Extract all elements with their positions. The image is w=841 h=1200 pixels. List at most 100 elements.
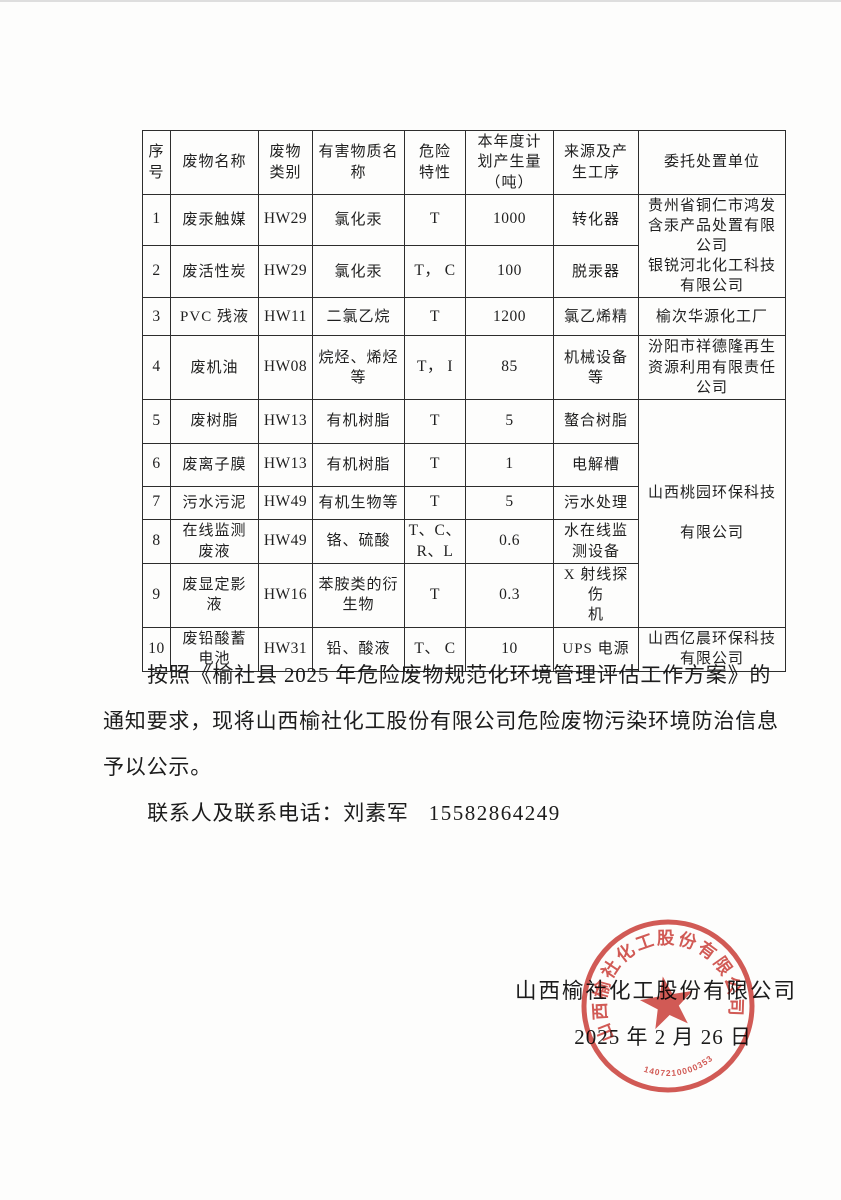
cell-hazard: T， I: [404, 335, 466, 400]
hazardous-waste-table: 序 号 废物名称 废物 类别 有害物质名 称 危险 特性 本年度计 划产生量 （…: [142, 130, 786, 672]
cell-waste-name: 废显定影 液: [170, 563, 259, 628]
header-waste-name: 废物名称: [170, 130, 259, 195]
contact-label: 联系人及联系电话：: [147, 801, 344, 825]
cell-source: 脱汞器: [553, 244, 639, 299]
cell-amount: 100: [465, 244, 554, 299]
cell-no: 1: [142, 194, 171, 246]
table-row: 9 废显定影 液 HW16 苯胺类的衍 生物 T 0.3 X 射线探伤 机: [142, 563, 786, 628]
cell-waste-name: 废离子膜: [170, 442, 259, 487]
notice-line-3: 予以公示。: [103, 755, 212, 779]
cell-waste-name: PVC 残液: [170, 297, 259, 337]
cell-source: 污水处理: [553, 485, 639, 520]
cell-category: HW29: [258, 194, 313, 246]
cell-source: 氯乙烯精: [553, 297, 639, 337]
contact-name: 刘素军: [343, 801, 409, 825]
table-row: 2 废活性炭 HW29 氯化汞 T， C 100 脱汞器: [142, 244, 786, 299]
cell-hazard: T: [404, 398, 466, 444]
table-row: 10 废铅酸蓄 电池 HW31 铅、酸液 T、 C 10 UPS 电源 山西亿晨…: [142, 626, 786, 672]
cell-amount: 85: [465, 335, 554, 400]
cell-no: 9: [142, 563, 171, 628]
cell-source: 机械设备 等: [553, 335, 639, 400]
seal-ring: [581, 919, 755, 1093]
cell-amount: 1: [465, 442, 554, 487]
cell-waste-name: 在线监测 废液: [170, 518, 259, 565]
cell-disposal: 山西亿晨环保科技 有限公司: [638, 626, 786, 672]
cell-substance: 铬、硫酸: [312, 518, 405, 565]
cell-hazard: T: [404, 485, 466, 520]
cell-waste-name: 废机油: [170, 335, 259, 400]
cell-source: 电解槽: [553, 442, 639, 487]
scan-edge-line: [0, 0, 841, 2]
cell-waste-name: 污水污泥: [170, 485, 259, 520]
cell-category: HW16: [258, 563, 313, 628]
cell-hazard: T、 C: [404, 626, 466, 672]
header-category: 废物 类别: [258, 130, 313, 195]
cell-source: X 射线探伤 机: [553, 563, 639, 628]
table-row: 6 废离子膜 HW13 有机树脂 T 1 电解槽: [142, 442, 786, 487]
cell-no: 4: [142, 335, 171, 400]
cell-no: 2: [142, 244, 171, 299]
table-row: 4 废机油 HW08 烷烃、烯烃 等 T， I 85 机械设备 等 汾阳市祥德隆…: [142, 335, 786, 400]
cell-substance: 有机树脂: [312, 398, 405, 444]
cell-substance: 氯化汞: [312, 244, 405, 299]
cell-hazard: T: [404, 563, 466, 628]
table-row: 7 污水污泥 HW49 有机生物等 T 5 污水处理: [142, 485, 786, 520]
cell-category: HW13: [258, 398, 313, 444]
cell-hazard: T: [404, 297, 466, 337]
cell-waste-name: 废汞触媒: [170, 194, 259, 246]
cell-hazard: T: [404, 442, 466, 487]
seal-number-text: 1407210000353: [641, 1052, 716, 1083]
header-no: 序 号: [142, 130, 171, 195]
cell-substance: 有机生物等: [312, 485, 405, 520]
cell-amount: 1200: [465, 297, 554, 337]
cell-category: HW11: [258, 297, 313, 337]
cell-substance: 氯化汞: [312, 194, 405, 246]
cell-no: 8: [142, 518, 171, 565]
cell-no: 3: [142, 297, 171, 337]
cell-amount: 5: [465, 398, 554, 444]
cell-category: HW08: [258, 335, 313, 400]
signature-company: 山西榆社化工股份有限公司: [514, 979, 797, 1003]
cell-hazard: T、C、 R、L: [404, 518, 466, 565]
cell-no: 7: [142, 485, 171, 520]
contact-phone: 15582864249: [428, 801, 561, 825]
cell-no: 10: [142, 626, 171, 672]
header-substance: 有害物质名 称: [312, 130, 405, 195]
cell-disposal: 山西桃园环保科技 有限公司: [638, 398, 786, 628]
header-amount: 本年度计 划产生量 （吨）: [465, 130, 554, 195]
cell-category: HW49: [258, 518, 313, 565]
cell-disposal: 贵州省铜仁市鸿发 含汞产品处置有限 公司 银锐河北化工科技 有限公司: [638, 193, 786, 299]
table-header-row: 序 号 废物名称 废物 类别 有害物质名 称 危险 特性 本年度计 划产生量 （…: [142, 130, 786, 195]
notice-paragraph: 按照《榆社县 2025 年危险废物规范化环境管理评估工作方案》的 通知要求，现将…: [103, 652, 807, 836]
cell-source: 螯合树脂: [553, 398, 639, 444]
header-disposal: 委托处置单位: [638, 130, 786, 195]
table-row: 3 PVC 残液 HW11 二氯乙烷 T 1200 氯乙烯精 榆次华源化工厂: [142, 297, 786, 337]
cell-category: HW13: [258, 442, 313, 487]
cell-amount: 10: [465, 626, 554, 672]
cell-source: UPS 电源: [553, 626, 639, 672]
svg-text:1407210000353: 1407210000353: [641, 1052, 716, 1083]
cell-substance: 苯胺类的衍 生物: [312, 563, 405, 628]
contact-line: 联系人及联系电话：刘素军 15582864249: [103, 790, 807, 836]
cell-substance: 铅、酸液: [312, 626, 405, 672]
cell-waste-name: 废树脂: [170, 398, 259, 444]
header-hazard: 危险 特性: [404, 130, 466, 195]
header-source: 来源及产 生工序: [553, 130, 639, 195]
cell-category: HW49: [258, 485, 313, 520]
cell-substance: 有机树脂: [312, 442, 405, 487]
cell-amount: 1000: [465, 194, 554, 246]
cell-hazard: T， C: [404, 244, 466, 299]
cell-disposal: 榆次华源化工厂: [638, 297, 786, 337]
signature-date: 2025 年 2 月 26 日: [574, 1025, 752, 1049]
cell-category: HW29: [258, 244, 313, 299]
cell-hazard: T: [404, 194, 466, 246]
cell-waste-name: 废活性炭: [170, 244, 259, 299]
cell-category: HW31: [258, 626, 313, 672]
cell-waste-name: 废铅酸蓄 电池: [170, 626, 259, 672]
cell-amount: 0.3: [465, 563, 554, 628]
notice-line-2: 通知要求，现将山西榆社化工股份有限公司危险废物污染环境防治信息: [103, 709, 779, 733]
cell-no: 5: [142, 398, 171, 444]
table-row: 1 废汞触媒 HW29 氯化汞 T 1000 转化器 贵州省铜仁市鸿发 含汞产品…: [142, 193, 786, 299]
cell-no: 6: [142, 442, 171, 487]
